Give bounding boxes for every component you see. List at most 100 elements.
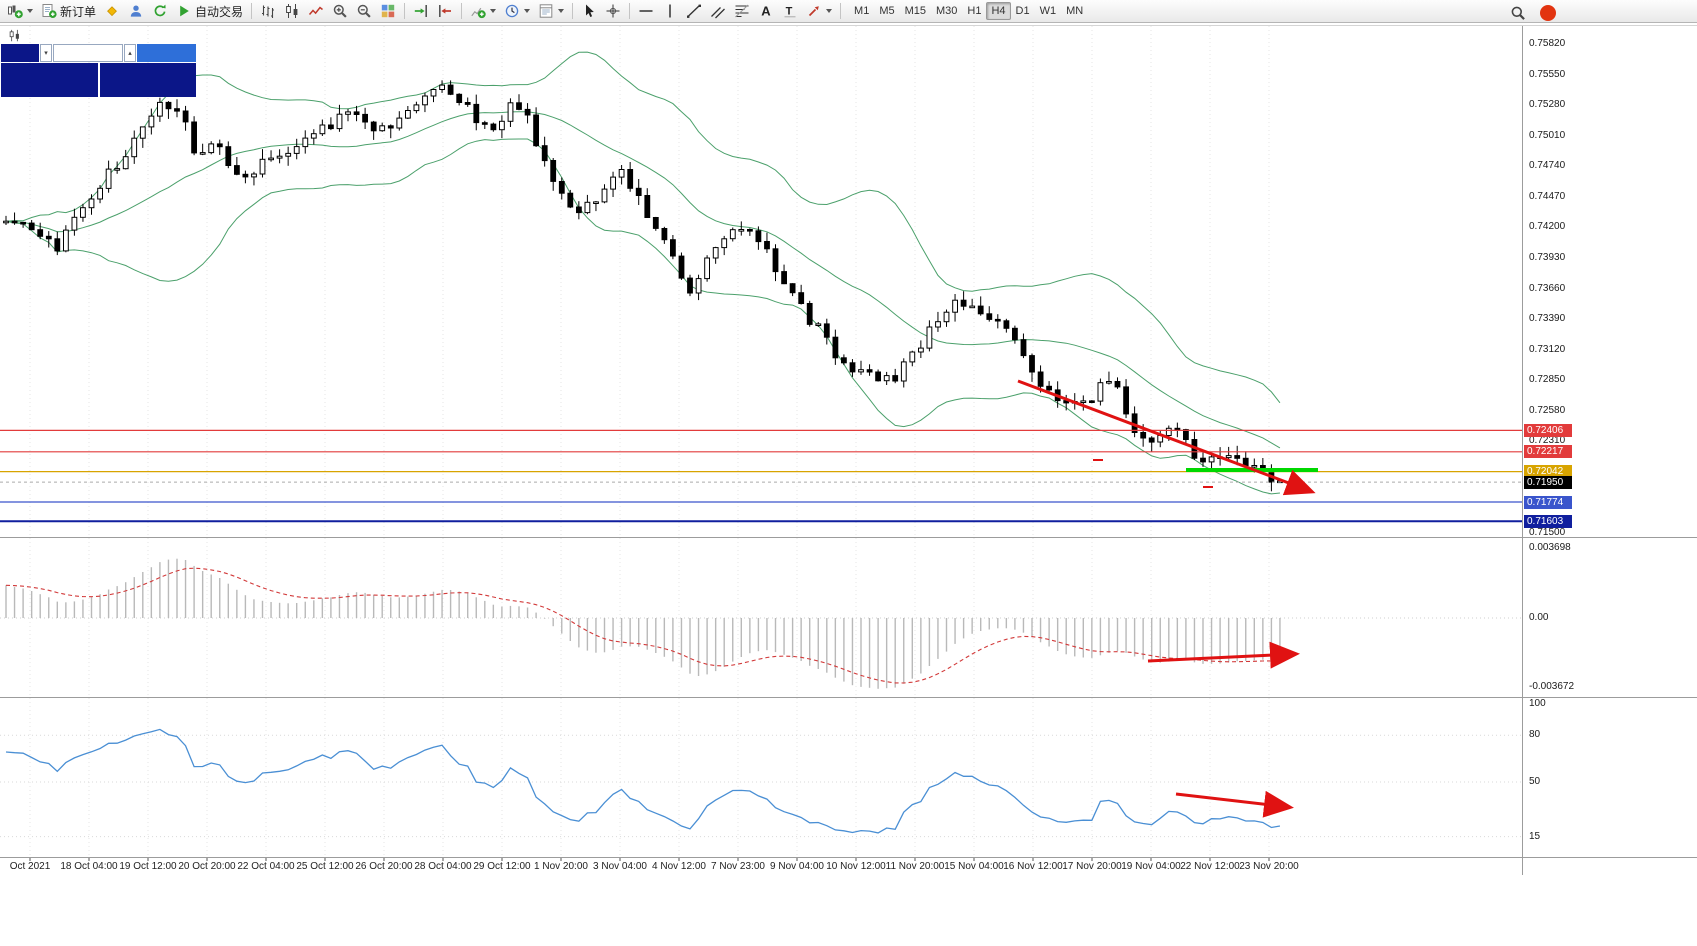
buy-price[interactable] — [99, 63, 196, 97]
timeframe-h1-button[interactable]: H1 — [967, 5, 982, 17]
rsi-axis-label: 100 — [1529, 698, 1546, 709]
time-axis-label: 29 Oct 12:00 — [473, 861, 531, 872]
chart-shift-button[interactable] — [433, 1, 457, 21]
candles-icon — [284, 3, 300, 19]
trendline-button[interactable] — [682, 1, 706, 21]
dropdown-arrow-icon[interactable] — [524, 9, 531, 13]
fibonacci-button[interactable] — [730, 1, 754, 21]
horizontal-line-button[interactable] — [634, 1, 658, 21]
price-axis-label: 0.73660 — [1529, 282, 1566, 294]
timeframe-d1-button[interactable]: D1 — [1015, 5, 1030, 17]
zoom-out-button[interactable] — [352, 1, 376, 21]
arrows-button[interactable] — [802, 1, 836, 21]
auto-trading-button[interactable]: 自动交易 — [172, 1, 247, 21]
crosshair-icon — [605, 3, 621, 19]
price-annotation-71824[interactable] — [1203, 486, 1213, 488]
time-axis[interactable]: Oct 2021 18 Oct 04:00 19 Oct 12:00 20 Oct 2… — [0, 861, 1697, 875]
new-order-icon — [41, 3, 57, 19]
price-axis[interactable]: 0.75820 0.75550 0.75280 0.75010 0.74740 0.744… — [1523, 0, 1697, 946]
autoscroll-icon — [413, 3, 429, 19]
crosshair-button[interactable] — [601, 1, 625, 21]
price-axis-label: 0.75280 — [1529, 99, 1566, 111]
refresh-icon — [152, 3, 168, 19]
macd-axis-label: -0.003672 — [1529, 681, 1575, 693]
price-axis-label: 0.72580 — [1529, 404, 1566, 416]
label-icon: T — [782, 3, 798, 19]
price-plot — [3, 51, 1283, 495]
auto-trading-label: 自动交易 — [195, 4, 244, 19]
autotrade-icon — [176, 3, 192, 19]
time-axis-label: 9 Nov 04:00 — [770, 861, 824, 872]
market-button[interactable] — [100, 1, 124, 21]
dropdown-arrow-icon[interactable] — [558, 9, 565, 13]
tile-windows-button[interactable] — [376, 1, 400, 21]
cursor-button[interactable] — [577, 1, 601, 21]
price-axis-label: 0.73120 — [1529, 343, 1566, 355]
profile-icon — [128, 3, 144, 19]
text-button[interactable]: A — [754, 1, 778, 21]
buy-button[interactable] — [137, 44, 196, 62]
toolbar-separator — [572, 3, 574, 19]
volume-input[interactable] — [53, 44, 123, 62]
time-axis-label: 10 Nov 12:00 — [826, 861, 886, 872]
price-axis-label: 0.72850 — [1529, 374, 1566, 386]
price-axis-label: 0.73930 — [1529, 251, 1566, 263]
time-axis-label: 1 Nov 20:00 — [534, 861, 588, 872]
notification-badge[interactable] — [1540, 5, 1556, 21]
auto-scroll-button[interactable] — [409, 1, 433, 21]
candle-chart-mode-button[interactable] — [280, 1, 304, 21]
vertical-line-button[interactable] — [658, 1, 682, 21]
timeframe-m1-button[interactable]: M1 — [854, 5, 870, 17]
refresh-button[interactable] — [148, 1, 172, 21]
zoom-in-button[interactable] — [328, 1, 352, 21]
sell-price[interactable] — [1, 63, 98, 97]
indicator-icon — [470, 3, 486, 19]
community-button[interactable] — [124, 1, 148, 21]
toolbar-separator — [840, 3, 842, 19]
dropdown-arrow-icon[interactable] — [27, 9, 33, 13]
price-axis-label: 0.74740 — [1529, 160, 1566, 172]
volume-up-button[interactable]: ▴ — [124, 44, 136, 62]
search-button[interactable] — [1506, 3, 1530, 23]
timeframe-mn-button[interactable]: MN — [1066, 5, 1084, 17]
toolbar-separator — [461, 3, 463, 19]
text-label-button[interactable]: T — [778, 1, 802, 21]
templates-button[interactable] — [534, 1, 568, 21]
price-axis-label: 0.75550 — [1529, 68, 1566, 80]
volume-down-button[interactable]: ▾ — [40, 44, 52, 62]
svg-text:T: T — [786, 6, 793, 18]
trendline-icon — [686, 3, 702, 19]
sell-button[interactable] — [1, 44, 39, 62]
time-axis-label: Oct 2021 — [9, 861, 51, 872]
bars-icon — [260, 3, 276, 19]
periods-button[interactable] — [500, 1, 534, 21]
timeframe-m5-button[interactable]: M5 — [879, 5, 895, 17]
time-axis-label: 3 Nov 04:00 — [593, 861, 647, 872]
dropdown-arrow-icon[interactable] — [490, 9, 497, 13]
price-tag: 0.71603 — [1524, 514, 1572, 528]
arrows-icon — [806, 3, 822, 19]
bar-chart-mode-button[interactable] — [256, 1, 280, 21]
price-annotation-72042[interactable] — [1093, 459, 1103, 461]
timeframe-m15-button[interactable]: M15 — [904, 5, 926, 17]
time-axis-label: 23 Nov 20:00 — [1239, 861, 1299, 872]
tile-icon — [380, 3, 396, 19]
new-order-button[interactable]: 新订单 — [37, 1, 100, 21]
price-tag: 0.72217 — [1524, 445, 1572, 459]
time-axis-label: 16 Nov 12:00 — [1003, 861, 1063, 872]
equidistant-channel-button[interactable] — [706, 1, 730, 21]
indicators-button[interactable] — [466, 1, 500, 21]
timeframe-h4-button[interactable]: H4 — [986, 2, 1011, 20]
trend-arrow-rsi — [1175, 790, 1294, 818]
line-chart-mode-button[interactable] — [304, 1, 328, 21]
macd-histogram — [5, 558, 1281, 689]
dropdown-arrow-icon[interactable] — [826, 9, 833, 13]
new-chart-button[interactable] — [3, 1, 37, 21]
timeframe-m30-button[interactable]: M30 — [936, 5, 958, 17]
time-axis-label: 17 Nov 20:00 — [1062, 861, 1122, 872]
toolbar-separator — [404, 3, 406, 19]
price-axis-label: 0.74200 — [1529, 221, 1566, 233]
timeframe-w1-button[interactable]: W1 — [1039, 5, 1057, 17]
